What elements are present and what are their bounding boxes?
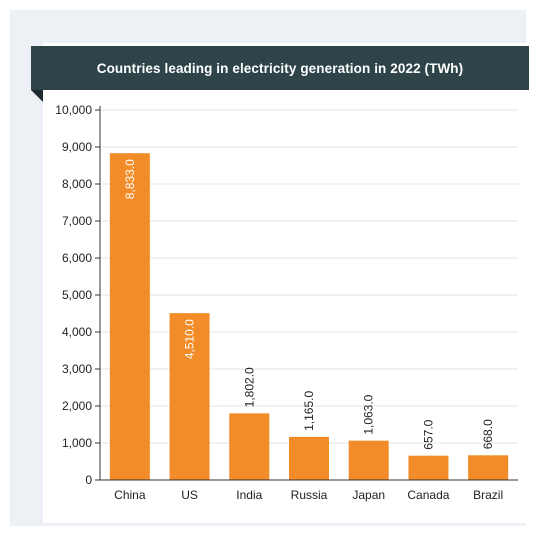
y-tick-label: 4,000 — [62, 325, 92, 339]
data-label: 1,165.0 — [302, 391, 316, 431]
data-label: 657.0 — [421, 419, 435, 449]
x-tick-label: China — [114, 488, 146, 502]
title-banner: Countries leading in electricity generat… — [31, 46, 529, 90]
data-label: 1,802.0 — [242, 367, 256, 407]
bar — [109, 153, 150, 480]
chart-title: Countries leading in electricity generat… — [96, 60, 464, 76]
bar — [289, 436, 329, 480]
data-label: 668.0 — [481, 419, 495, 449]
x-tick-label: Japan — [352, 488, 385, 502]
data-label: 1,063.0 — [362, 394, 376, 434]
x-tick-label: Brazil — [473, 488, 503, 502]
y-tick-label: 9,000 — [62, 140, 92, 154]
bar — [468, 455, 509, 480]
y-tick-label: 7,000 — [62, 214, 92, 228]
y-tick-label: 8,000 — [62, 177, 92, 191]
x-tick-label: Russia — [291, 488, 328, 502]
data-label: 4,510.0 — [183, 319, 197, 359]
bar — [348, 440, 389, 480]
bar — [229, 413, 270, 480]
y-tick-label: 6,000 — [62, 251, 92, 265]
y-tick-label: 0 — [85, 473, 92, 487]
y-tick-label: 1,000 — [62, 436, 92, 450]
x-tick-label: Canada — [407, 488, 449, 502]
y-tick-label: 3,000 — [62, 362, 92, 376]
y-tick-label: 5,000 — [62, 288, 92, 302]
data-label: 8,833.0 — [123, 159, 137, 199]
y-tick-label: 10,000 — [55, 103, 92, 117]
bar — [169, 313, 210, 480]
x-tick-label: India — [236, 488, 262, 502]
banner-fold — [31, 90, 43, 102]
bar — [408, 455, 449, 480]
x-tick-label: US — [181, 488, 198, 502]
y-tick-label: 2,000 — [62, 399, 92, 413]
